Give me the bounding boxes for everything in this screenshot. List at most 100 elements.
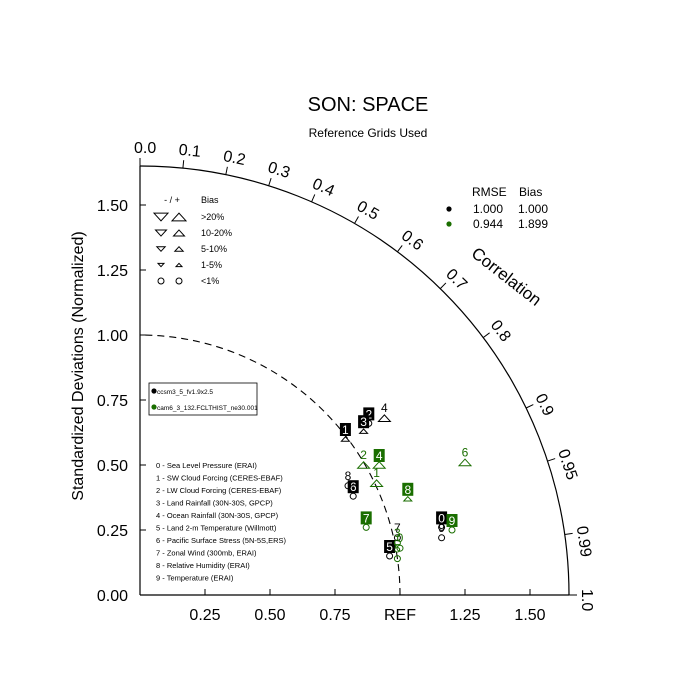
data-point: 0 [436,511,448,531]
bias-legend-plus-marker [172,229,186,237]
data-point: 3 [358,415,370,434]
data-point-label: 0 [438,511,445,525]
variable-list-item: 9 - Temperature (ERAI) [156,574,234,583]
chart-title: SON: SPACE [308,94,429,116]
x-tick-label: 0.25 [189,607,220,624]
correlation-tick-mark [439,282,447,289]
bias-legend-plus-marker [174,262,184,268]
correlation-tick-label: 0.1 [178,142,202,161]
correlation-tick-label: 0.5 [354,198,382,224]
variable-list-item: 0 - Sea Level Pressure (ERAI) [156,461,257,470]
bias-value: 1.899 [518,217,548,231]
correlation-tick-label: 0.99 [573,525,594,558]
bias-value: 1.000 [518,202,548,216]
data-point-label-box [339,423,351,436]
data-point-label-box [373,449,385,462]
data-point-label: 9 [449,514,456,528]
bias-legend: - / + Bias >20% 10-20% 5-10% 1-5% <1% [152,195,232,286]
bias-legend-label: 5-10% [201,244,227,254]
data-point-label: 2 [360,448,367,462]
reference-arc [139,334,401,596]
rmse-value: 0.944 [473,217,503,231]
x-axis-ticks: 0.25 0.50 0.75 REF 1.25 1.50 [189,589,546,624]
variable-list-item: 5 - Land 2-m Temperature (Willmott) [156,524,277,533]
series-legend-dot [151,388,157,394]
correlation-tick-label: 0.95 [554,447,580,482]
y-tick-label: 0.00 [97,588,128,605]
data-point-label-box [358,415,370,429]
bias-legend-minus-marker [157,277,165,285]
data-point-label: 1 [373,466,380,480]
data-point: 1 [339,423,351,442]
data-point-label: 6 [350,480,357,494]
correlation-tick-mark [354,216,359,224]
bias-legend-label: 10-20% [201,228,232,238]
variable-list-item: 2 - LW Cloud Forcing (CERES-EBAF) [156,486,282,495]
circle-marker [393,534,401,542]
y-axis-ticks: 0.00 0.25 0.50 0.75 1.00 1.25 1.50 [97,198,146,605]
correlation-tick-mark [268,177,272,186]
circle-marker [438,534,446,542]
circle-marker [344,482,352,490]
bias-legend-plus-marker [170,212,188,222]
bias-legend-minus-marker [156,262,166,268]
correlation-tick-mark [482,332,490,339]
data-point-label-box [384,540,396,553]
data-point-label: 0 [397,531,404,545]
variable-list-item: 6 - Pacific Surface Stress (5N-5S,ERS) [156,536,287,545]
correlation-tick-label: 0.2 [222,148,247,169]
data-point: 2 [356,448,371,469]
correlation-label: Correlation [468,244,545,310]
triangle-up-marker [358,428,369,434]
series-legend: ccsm3_5_fv1.9x2.5 cam6_3_132.FCLTHIST_ne3… [148,382,258,416]
series-legend-dot [151,404,157,410]
diagram-frame [139,165,570,596]
data-point-label: 8 [345,469,352,483]
bias-header: Bias [519,185,542,199]
data-point: 6 [457,445,473,467]
correlation-tick-label: 0.9 [532,391,557,419]
data-point-label: 9 [438,521,445,535]
data-point: 8 [344,469,352,490]
triangle-up-marker [377,414,392,422]
series-legend-box [148,382,258,416]
data-point: 7 [360,511,372,531]
y-tick-label: 1.00 [97,328,128,345]
bias-legend-minus-marker [152,212,170,222]
correlation-tick-mark [547,458,556,462]
correlation-tick-mark [182,160,185,169]
data-point-label-box [363,407,375,421]
bias-legend-label: >20% [201,212,224,222]
data-point-label: 4 [381,401,388,415]
correlation-tick-label: 0.0 [134,140,156,157]
y-tick-label: 1.25 [97,263,128,280]
data-point: 1 [369,466,384,487]
x-tick-label: 0.75 [319,607,350,624]
x-tick-label: REF [384,607,416,624]
rmse-row-dot [446,206,452,212]
data-point-label: 7 [363,511,370,525]
variable-list-item: 1 - SW Cloud Forcing (CERES-EBAF) [156,474,283,483]
x-tick-label: 1.50 [514,607,545,624]
circle-marker [393,539,401,547]
y-tick-label: 0.50 [97,458,128,475]
data-point-label: 4 [376,449,383,463]
data-point: 8 [402,482,414,502]
x-tick-label: 0.50 [254,607,285,624]
correlation-tick-mark [311,194,316,203]
data-point: 4 [372,449,387,469]
correlation-tick-mark [225,166,228,175]
chart-subtitle: Reference Grids Used [309,126,428,140]
data-point: 3 [393,526,401,547]
correlation-tick-mark [396,245,403,253]
data-point-label: 2 [365,407,372,421]
bias-legend-plus-marker [173,245,185,252]
data-point-label-box [436,511,448,525]
series-legend-label: cam6_3_132.FCLTHIST_ne30.001 [157,405,258,412]
data-point: 5 [393,542,401,563]
bias-legend-label: <1% [201,276,219,286]
triangle-up-marker [402,495,413,502]
outer-arc [139,165,570,596]
correlation-tick-label: 1.0 [578,589,595,611]
